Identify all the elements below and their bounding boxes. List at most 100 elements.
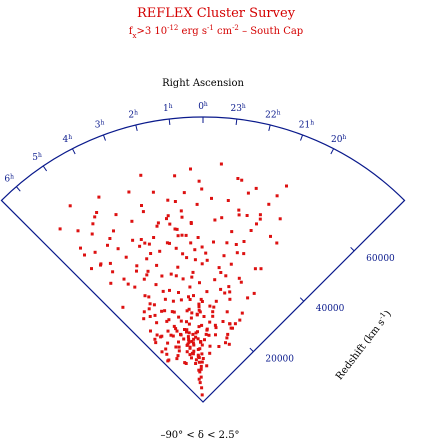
cluster-point [93,215,97,219]
cluster-point [207,333,211,337]
cluster-point [165,352,169,356]
ra-tick-mark [235,118,238,126]
cluster-point [258,213,262,217]
cluster-point [211,314,215,318]
cluster-point [199,375,203,379]
cluster-point [213,323,217,327]
ra-tick-label: 20h [331,133,346,145]
cluster-point [275,241,279,245]
cluster-point [187,295,190,299]
cluster-point [135,264,139,268]
cluster-point [236,177,240,180]
cluster-point [200,386,204,390]
cluster-point [135,269,138,273]
cluster-point [160,309,164,313]
cluster-point [168,288,171,292]
cluster-point [239,280,243,284]
cluster-point [211,310,215,314]
cluster-point [179,209,183,213]
redshift-tick-mark [299,297,305,302]
cluster-point [228,290,232,294]
cluster-point [190,311,194,315]
cluster-point [138,244,142,248]
cluster-point [153,313,157,317]
cluster-point [91,222,95,226]
cluster-point [185,309,189,313]
cluster-point [155,224,159,228]
subtitle-mid: >3 10 [136,26,167,37]
cluster-point [198,281,201,285]
ra-tick-mark [268,124,271,131]
cluster-point [237,213,241,217]
cluster-point [185,256,189,260]
cluster-point [226,199,230,202]
cluster-point [196,353,200,357]
cluster-point [197,325,201,329]
cluster-point [83,253,86,257]
cluster-point [188,353,192,357]
cluster-point [176,234,180,238]
cluster-point [200,262,204,266]
cluster-point [58,227,62,231]
cluster-point [194,358,198,362]
cluster-point [198,310,202,314]
cluster-point [233,322,237,326]
cluster-point [171,299,175,303]
cluster-point [208,351,212,355]
cluster-point [208,304,212,308]
cluster-point [114,213,118,217]
ra-axis-title: Right Ascension [162,78,244,89]
cluster-point [166,214,170,218]
cluster-point [189,241,193,245]
cluster-point [68,204,72,208]
cluster-point [168,222,172,226]
ra-tick-mark [71,148,76,155]
cluster-point [168,241,171,245]
cluster-point [217,345,221,348]
cluster-point [177,349,181,353]
cluster-point [121,305,125,309]
cluster-point [147,307,151,311]
cluster-point [186,342,190,346]
cluster-point [194,335,198,339]
cluster-point [214,333,217,337]
cluster-point [242,240,246,243]
cluster-point [192,343,196,347]
cluster-point [108,237,112,240]
cluster-point [199,297,203,301]
cluster-point [99,262,103,266]
cluster-point [173,174,177,178]
cluster-point [188,345,192,349]
cluster-point [213,278,217,282]
cluster-point [166,198,170,202]
cluster-point [238,318,242,322]
cluster-point [122,277,126,281]
cluster-point [109,281,113,285]
cluster-point [97,195,101,199]
cluster-point [143,294,147,298]
redshift-tick-label: 40000 [316,304,345,314]
cluster-point [195,202,199,206]
ra-tick-label: 4h [63,133,73,145]
ra-tick-mark [135,124,138,131]
cluster-point [197,360,201,364]
redshift-ticks: 20000 40000 60000 [249,246,395,365]
cluster-point [200,352,204,356]
cluster-point [133,285,137,289]
cluster-point [214,326,218,330]
cluster-point [237,276,241,280]
cluster-point [90,232,94,236]
cluster-point [254,186,258,190]
cluster-point [204,251,208,255]
cluster-point [155,321,159,325]
cluster-point [165,217,168,221]
cluster-point [199,364,203,368]
cluster-point [176,354,180,358]
cluster-point [156,221,160,225]
cluster-point [205,364,209,368]
cluster-point [200,245,204,249]
redshift-axis-title-main: Redshift (km s [334,317,387,382]
cluster-point [197,305,201,309]
cluster-point [204,332,208,336]
cluster-point [90,267,93,271]
